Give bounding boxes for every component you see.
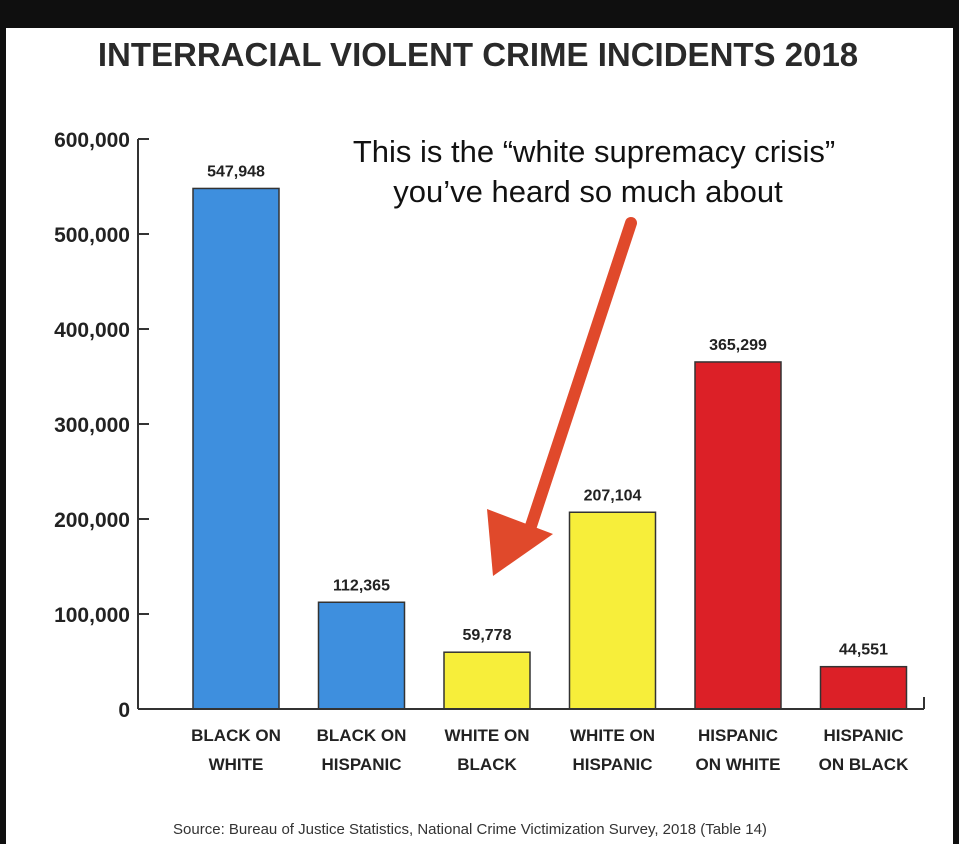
y-axis: 0 100,000 200,000 300,000 400,000 500,000 600,… (54, 129, 149, 722)
y-tick-label: 600,000 (54, 129, 130, 152)
annotation-line-1: This is the “white supremacy crisis” (353, 134, 835, 169)
bars-group: 547,948 112,365 59,778 207,104 365,299 44,551 (192, 163, 908, 710)
x-category-label: HISPANIC (698, 726, 778, 745)
y-tick-label: 100,000 (54, 604, 130, 627)
x-category-label: BLACK ON (317, 726, 407, 745)
bar-value-label: 59,778 (463, 627, 512, 644)
y-tick-label: 500,000 (54, 224, 130, 247)
bar (317, 601, 406, 710)
bar-chart: INTERRACIAL VIOLENT CRIME INCIDENTS 2018… (54, 36, 925, 838)
source-note: Source: Bureau of Justice Statistics, Na… (173, 821, 767, 838)
y-tick-label: 0 (118, 699, 130, 722)
y-tick-label: 400,000 (54, 319, 130, 342)
bar (192, 187, 280, 710)
x-axis: BLACK ON WHITE BLACK ON HISPANIC WHITE ON BLA… (138, 697, 925, 774)
annotation-line-2: you’ve heard so much about (393, 174, 783, 209)
bar-value-label: 207,104 (584, 487, 642, 504)
bar (443, 651, 531, 710)
annotation-arrow-head (487, 509, 553, 576)
y-tick-label: 300,000 (54, 414, 130, 437)
bar (568, 511, 657, 710)
x-category-label: WHITE ON (445, 726, 530, 745)
x-category-label: HISPANIC (322, 755, 402, 774)
x-category-label: BLACK (457, 755, 517, 774)
bar (694, 361, 782, 710)
x-category-label: WHITE (209, 755, 264, 774)
bar-value-label: 44,551 (839, 642, 888, 659)
annotation-group: This is the “white supremacy crisis” you… (353, 134, 835, 576)
annotation-arrow-shaft (523, 217, 637, 538)
bar-value-label: 365,299 (709, 337, 767, 354)
x-category-label: WHITE ON (570, 726, 655, 745)
x-category-label: BLACK ON (191, 726, 281, 745)
chart-title: INTERRACIAL VIOLENT CRIME INCIDENTS 2018 (98, 36, 858, 73)
x-category-label: HISPANIC (573, 755, 653, 774)
y-tick-label: 200,000 (54, 509, 130, 532)
bar-value-label: 112,365 (333, 577, 390, 594)
bar (819, 665, 908, 710)
x-category-label: HISPANIC (824, 726, 904, 745)
bar-value-label: 547,948 (207, 163, 265, 180)
chart-panel: INTERRACIAL VIOLENT CRIME INCIDENTS 2018… (6, 28, 953, 844)
x-category-label: ON WHITE (696, 755, 781, 774)
x-category-label: ON BLACK (819, 755, 909, 774)
